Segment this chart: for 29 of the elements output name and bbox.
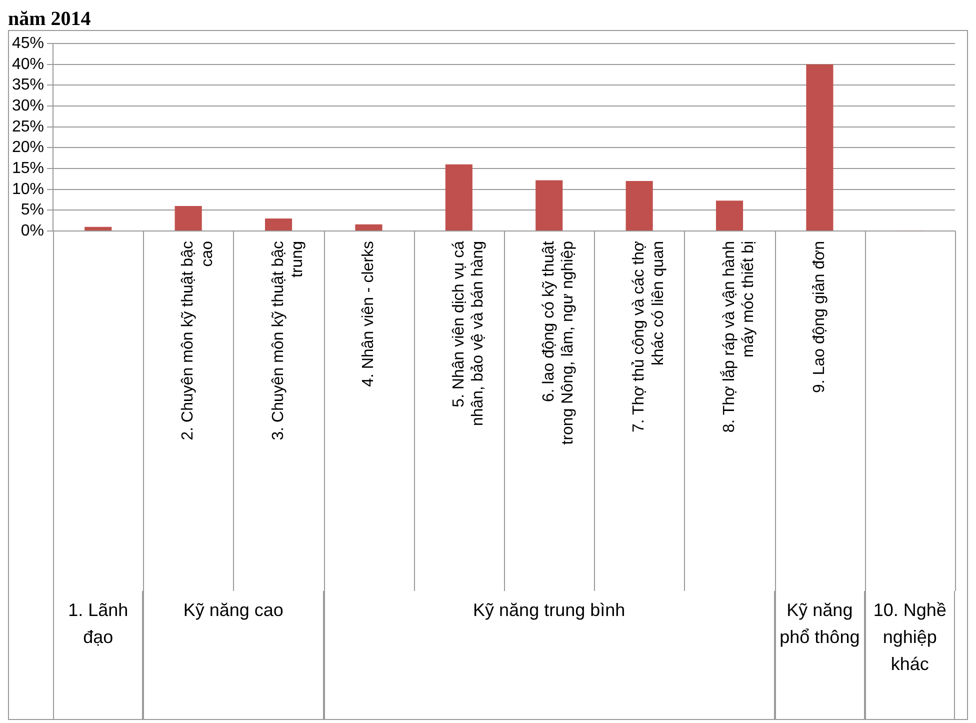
bar	[174, 206, 202, 230]
y-tick-label: 25%	[12, 118, 44, 136]
y-tick-label: 45%	[12, 35, 44, 52]
text: Kỹ năng trung bình	[324, 591, 775, 719]
y-tick-label: 35%	[12, 76, 44, 94]
bar	[626, 181, 653, 230]
bar	[716, 200, 744, 230]
y-tick-label: 0%	[20, 222, 44, 240]
bar	[264, 218, 292, 230]
x-tick-label: 3. Chuyên môn kỹ thuật bậc trung	[270, 241, 306, 440]
y-tick-label: 10%	[12, 180, 44, 198]
chart-title: năm 2014	[8, 8, 92, 30]
bar	[536, 180, 563, 230]
bar	[84, 226, 112, 230]
y-tick-label: 40%	[12, 56, 44, 73]
x-tick-label: 4. Nhân viên - clerks	[360, 241, 378, 387]
y-tick-label: 20%	[12, 139, 44, 156]
y-tick-label: 5%	[20, 202, 44, 219]
text: Kỹ năng cao	[143, 591, 324, 719]
text: 1. Lãnh đạo	[53, 591, 144, 719]
bar	[355, 224, 382, 230]
y-tick-label: 30%	[12, 97, 44, 114]
x-tick-label: 9. Lao động giản đơn	[811, 241, 828, 393]
bar	[445, 164, 472, 230]
x-tick-label: 2. Chuyên môn kỹ thuật bậc cao	[180, 240, 216, 440]
y-tick-label: 15%	[12, 160, 44, 177]
text: 10. Nghề nghiệp khác	[864, 591, 955, 719]
bar	[806, 64, 834, 230]
text: Kỹ năng phổ thông	[774, 591, 865, 719]
